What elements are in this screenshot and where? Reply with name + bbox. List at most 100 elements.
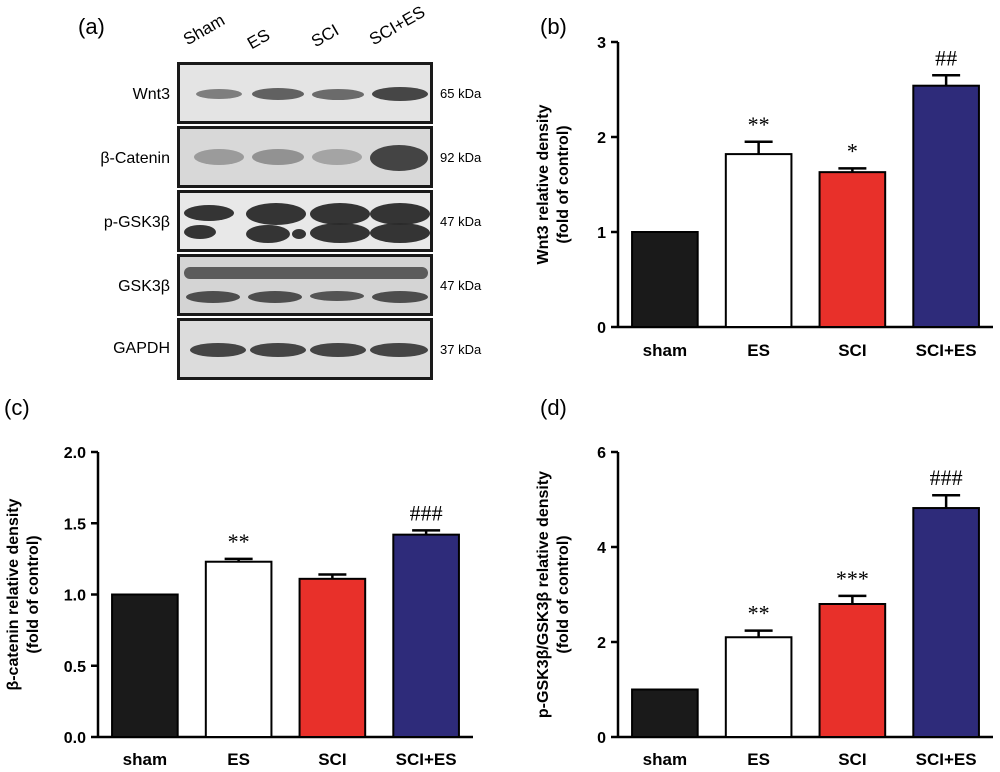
y-axis-label: p-GSK3β/GSK3β relative density	[535, 471, 552, 718]
category-label: SCI+ES	[396, 750, 457, 769]
y-tick-label: 6	[597, 445, 606, 462]
y-tick-label: 4	[597, 540, 606, 557]
category-label: SCI	[838, 341, 866, 360]
bar-sham	[111, 593, 179, 738]
band	[372, 87, 428, 101]
band	[194, 149, 244, 165]
band	[310, 223, 370, 243]
category-label: sham	[643, 341, 687, 360]
bar-es	[724, 153, 793, 328]
bar-sham	[631, 231, 699, 328]
blot-label-gsk3b: GSK3β	[118, 278, 170, 295]
category-label: SCI	[318, 750, 346, 769]
y-axis-label: (fold of control)	[25, 535, 42, 653]
category-label: ES	[227, 750, 250, 769]
y-tick-label: 2.0	[64, 445, 86, 462]
band	[246, 225, 290, 243]
y-tick-label: 3	[597, 35, 606, 52]
band	[184, 205, 234, 221]
band	[184, 225, 216, 239]
y-tick-label: 2	[597, 130, 606, 147]
blot-strip-wnt3	[177, 62, 433, 124]
band	[372, 291, 428, 303]
bar-sci	[818, 171, 887, 328]
y-axis-label: Wnt3 relative density	[535, 104, 552, 264]
significance-label: ###	[930, 465, 963, 490]
kda-wnt3: 65 kDa	[440, 86, 482, 101]
band	[252, 149, 304, 165]
band	[184, 267, 428, 279]
band	[292, 229, 306, 239]
band	[310, 203, 370, 225]
kda-beta-catenin: 92 kDa	[440, 150, 482, 165]
band	[190, 343, 246, 357]
bar-sci	[298, 577, 367, 739]
band	[248, 291, 302, 303]
blot-label-wnt3: Wnt3	[132, 86, 170, 103]
category-label: SCI+ES	[916, 750, 977, 769]
blot-strip-beta-catenin	[177, 126, 433, 188]
category-label: ES	[747, 750, 770, 769]
panel-label-a: (a)	[78, 14, 105, 39]
y-tick-label: 0.0	[64, 730, 86, 747]
y-axis-label: (fold of control)	[555, 125, 572, 243]
y-tick-label: 0	[597, 320, 606, 337]
bar-sci-es	[912, 84, 980, 328]
band	[370, 145, 428, 171]
western-blot-panel: (a) Sham ES SCI SCI+ES Wnt3 65 kDa β-Cat…	[0, 0, 520, 385]
significance-label: **	[748, 112, 770, 137]
significance-label: **	[228, 529, 250, 554]
y-tick-label: 1	[597, 225, 606, 242]
kda-p-gsk3b: 47 kDa	[440, 214, 482, 229]
category-label: SCI+ES	[916, 341, 977, 360]
kda-gsk3b: 47 kDa	[440, 278, 482, 293]
blot-strip-gsk3b	[177, 254, 433, 316]
y-tick-label: 0.5	[64, 659, 86, 676]
significance-label: ###	[410, 500, 443, 525]
significance-label: ***	[836, 566, 869, 591]
kda-gapdh: 37 kDa	[440, 342, 482, 357]
category-label: sham	[123, 750, 167, 769]
category-label: sham	[643, 750, 687, 769]
bar-sci-es	[392, 533, 460, 739]
band	[196, 89, 242, 99]
band	[370, 223, 430, 243]
y-tick-label: 0	[597, 730, 606, 747]
band	[312, 89, 364, 100]
bar-sci-es	[912, 507, 980, 738]
panel-label-b: (b)	[540, 14, 567, 39]
bar-sham	[631, 688, 699, 738]
significance-label: *	[847, 138, 858, 163]
band	[310, 343, 366, 357]
band	[310, 291, 364, 301]
blot-label-gapdh: GAPDH	[113, 340, 170, 357]
y-axis-label: (fold of control)	[555, 535, 572, 653]
significance-label: **	[748, 601, 770, 626]
panel-label-d: (d)	[540, 395, 567, 420]
band	[246, 203, 306, 225]
band	[250, 343, 306, 357]
category-label: SCI	[838, 750, 866, 769]
y-tick-label: 1.0	[64, 588, 86, 605]
y-tick-label: 2	[597, 635, 606, 652]
band	[312, 149, 362, 165]
blot-label-p-gsk3b: p-GSK3β	[103, 214, 170, 231]
bar-es	[724, 636, 793, 738]
category-label: ES	[747, 341, 770, 360]
panel-label-c: (c)	[4, 395, 30, 420]
band	[186, 291, 240, 303]
significance-label: ##	[935, 45, 957, 70]
band	[370, 343, 428, 357]
bar-es	[204, 560, 273, 738]
band	[370, 203, 430, 225]
blot-label-beta-catenin: β-Catenin	[100, 150, 170, 167]
bar-sci	[818, 603, 887, 738]
blot-strip-p-gsk3b	[177, 190, 433, 252]
y-axis-label: β-catenin relative density	[5, 498, 22, 690]
blot-strip-gapdh	[177, 318, 433, 380]
band	[252, 88, 304, 100]
y-tick-label: 1.5	[64, 516, 86, 533]
